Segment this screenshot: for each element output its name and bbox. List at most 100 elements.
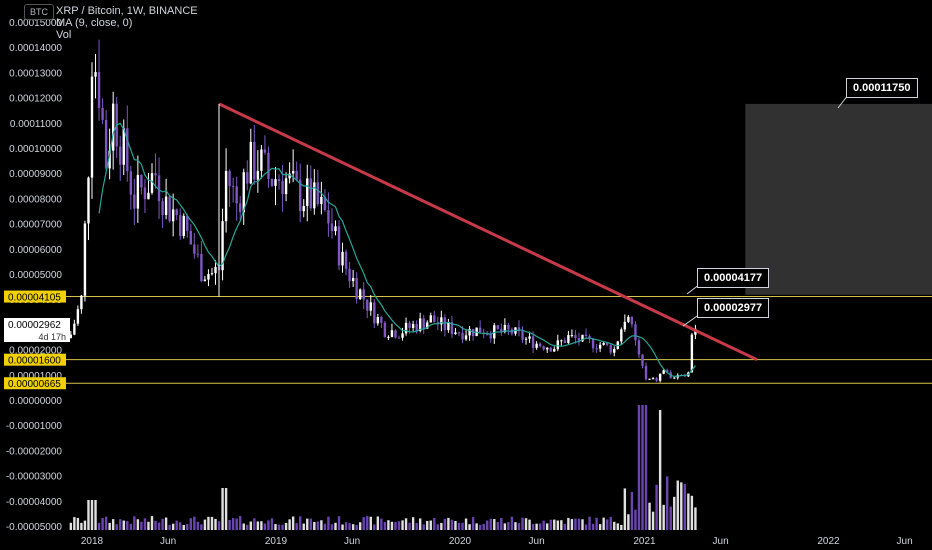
volume-bar [228,520,231,530]
indicator-label[interactable]: MA (9, close, 0) [56,17,133,29]
currency-badge[interactable]: BTC [24,4,54,20]
candle-body [373,302,376,324]
volume-bar [101,518,104,530]
candle-body [366,299,369,311]
candle-body [595,348,598,350]
y-tick-label: 0.00000000 [9,396,62,407]
candle-body [598,344,602,349]
volume-bar [154,520,157,530]
volume-bar [500,518,503,530]
candle-body [200,253,203,282]
candle-body [270,178,274,186]
candle-body [320,196,323,205]
candle-body [489,334,492,339]
callout-current: 0.00002977 [697,298,770,318]
volume-bar [277,524,281,530]
volume-bar [288,519,291,530]
candle-body [486,334,489,336]
candle-body [196,253,200,255]
volume-bar [217,521,221,530]
volume-bar [119,519,122,530]
candle-body [553,349,556,352]
candle-body [648,378,651,380]
volume-bar [510,516,514,530]
volume-bar [556,520,559,530]
volume-label[interactable]: Vol [56,29,72,41]
candle-body [478,327,482,333]
volume-bar [683,483,687,530]
volume-bar [454,520,457,530]
volume-bar [171,523,175,530]
price-tag-countdown: 4d 17h [38,332,66,342]
volume-bar [514,522,517,530]
candle-body [119,146,122,165]
candle-body [101,107,104,120]
candle-body [182,215,185,236]
candle-body [175,209,178,216]
volume-bar [351,524,355,530]
y-tick-label: -0.00002000 [6,446,63,457]
volume-bar [524,518,528,530]
ma-line [98,122,696,378]
volume-bar [104,516,108,530]
volume-bar [224,488,228,530]
candle-body [369,302,372,311]
volume-bar [298,516,302,530]
candle-body [376,317,380,324]
candle-body [517,327,521,332]
volume-bar [447,517,450,530]
volume-bar [200,524,203,530]
candle-body [394,330,397,338]
volume-bar [436,524,440,530]
candle-body [637,340,641,355]
callout-target: 0.00011750 [846,78,918,98]
volume-bar [426,520,429,530]
volume-bar [422,524,425,530]
volume-bar [80,522,83,530]
candle-body [468,328,471,336]
volume-bar [193,516,196,530]
volume-bar [634,509,637,530]
candle-body [507,324,510,330]
candle-body [171,209,175,222]
candle-body [104,119,108,169]
candle-body [179,215,182,236]
candle-body [154,173,157,176]
candle-body [493,325,496,339]
candle-body [210,273,214,275]
candle-body [627,316,630,322]
volume-bar [362,517,365,530]
volume-bar [655,484,658,530]
candle-body [651,378,655,380]
volume-bar [284,522,288,530]
candle-body [538,343,542,347]
x-tick-label: 2021 [633,536,656,547]
volume-bar [263,523,267,530]
volume-bar [457,522,461,530]
x-tick-label: Jun [713,536,729,547]
volume-bars [69,405,697,530]
volume-bar [418,518,422,530]
volume-bar [344,522,348,530]
candle-body [302,205,305,212]
y-axis: 0.00015000 0.00014000 0.00013000 0.00012000… [6,18,63,533]
volume-bar [334,522,337,530]
trendline[interactable] [218,102,758,362]
volume-bar [549,519,552,530]
y-tick-label: -0.00005000 [6,522,63,533]
candle-body [295,170,298,180]
candle-body [323,196,327,211]
volume-bar [616,523,619,530]
volume-bar [528,519,531,530]
candle-body [111,103,115,151]
candle-body [401,333,404,338]
candle-body [260,149,263,171]
candle-body [239,203,242,213]
trendline-line [218,102,758,362]
volume-bar [531,523,535,530]
candle-body [246,172,249,184]
candle-body [90,76,94,178]
candle-body [97,72,101,108]
volume-bar [394,522,397,530]
